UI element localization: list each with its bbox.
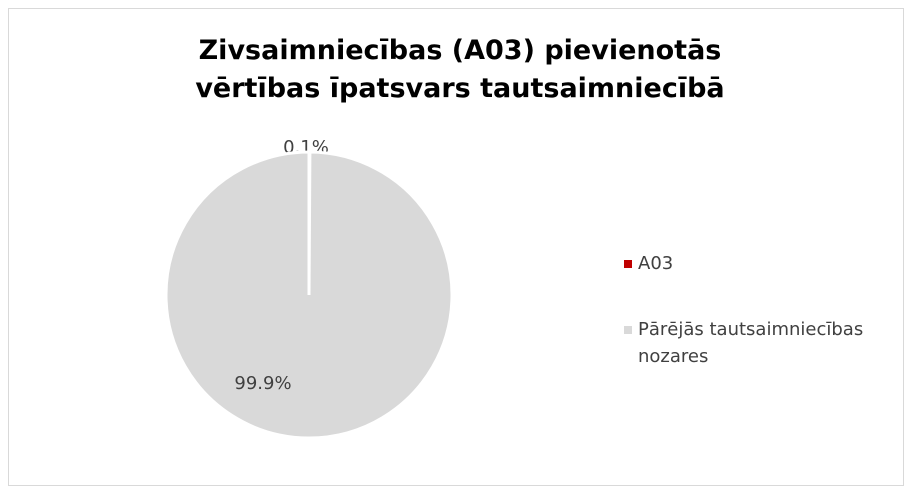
legend-swatch xyxy=(624,260,632,268)
legend-swatch xyxy=(624,326,632,334)
chart-border xyxy=(8,8,904,486)
legend-item: A03 xyxy=(624,250,894,277)
legend-label: A03 xyxy=(638,253,674,274)
data-label: 99.9% xyxy=(234,373,291,394)
legend-label: Pārējās tautsaimniecības nozares xyxy=(638,319,864,367)
pie-slice xyxy=(164,150,454,440)
legend-item: Pārējās tautsaimniecības nozares xyxy=(624,316,894,370)
chart-title: Zivsaimniecības (A03) pievienotās vērtīb… xyxy=(195,35,725,104)
